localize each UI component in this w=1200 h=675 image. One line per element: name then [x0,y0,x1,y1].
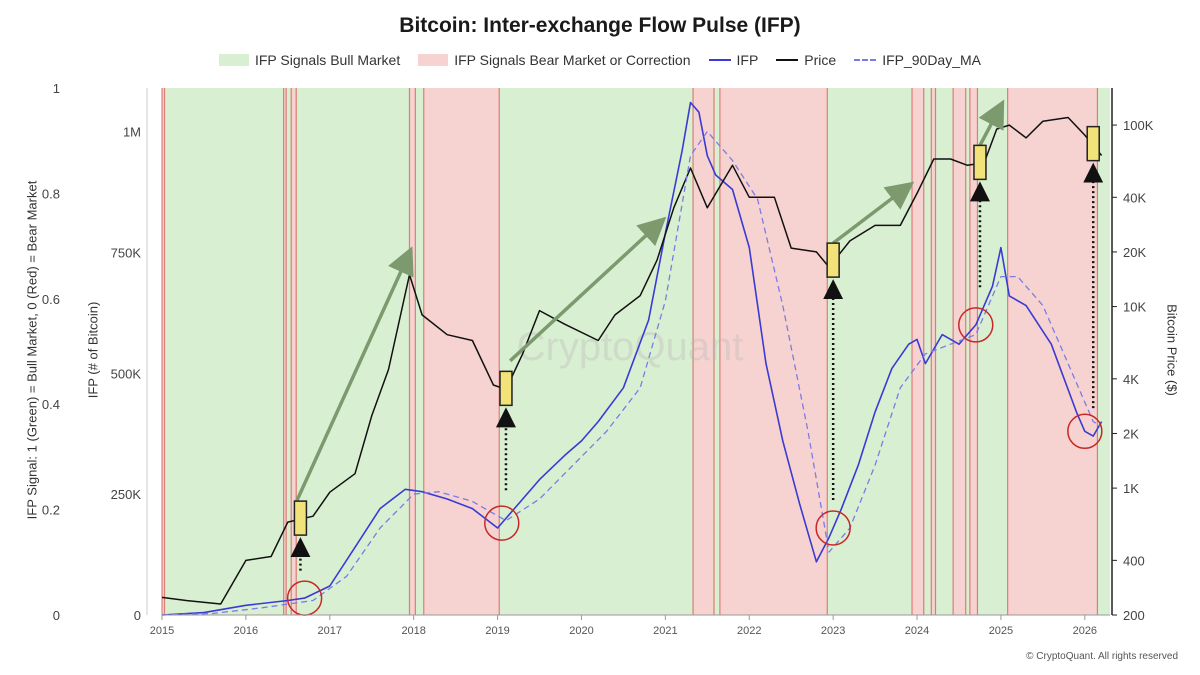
legend-label-bull: IFP Signals Bull Market [254,52,401,68]
legend-item-bull[interactable]: IFP Signals Bull Market [218,52,401,68]
ifp-bottom-circle [484,505,520,541]
signal-tick-label: 0 [53,608,60,623]
signal-highlight-box [1086,125,1100,162]
signal-tick-label: 0.2 [42,503,60,518]
signal-tick-label: 0.6 [42,292,60,307]
bear-band [693,88,715,615]
ifp-tick-label: 1M [123,125,141,140]
series-line-ifp-90day-ma [161,130,1102,616]
x-tick-label: 2021 [653,625,677,637]
ifp-tick-label: 250K [111,487,142,502]
price-tick-label: 10K [1123,300,1146,315]
bull-band-background [162,88,1110,615]
trend-arrow [294,246,414,503]
legend-swatch-ifp [708,59,731,61]
bear-band [912,88,924,615]
ifp-tick-label: 500K [111,366,142,381]
x-tick-label: 2017 [318,625,342,637]
bear-band [409,88,416,615]
signal-highlight-box [293,500,308,536]
legend-swatch-price [776,59,799,61]
ifp-tick-label: 0 [134,608,141,623]
x-tick-label: 2023 [821,625,845,637]
x-tick-label: 2022 [737,625,761,637]
signal-tick-label: 0.8 [42,186,60,201]
x-tick-label: 2025 [989,625,1013,637]
signal-tick-label: 0.4 [42,397,60,412]
legend-swatch-bear [418,54,449,66]
legend-item-ma[interactable]: IFP_90Day_MA [854,52,981,68]
ifp-bottom-circle [1067,413,1103,450]
price-tick-label: 200 [1123,608,1145,623]
bear-band [1007,88,1098,615]
signal-bands [161,88,1110,615]
price-tick-label: 1K [1123,481,1139,496]
signal-tick-label: 1 [53,81,60,96]
ifp-tick-label: 750K [111,245,142,260]
ifp-bottom-circle [958,307,994,343]
axes: 2015 2016 2017 2018 2019 2020 2021 2022 2023 2024… [42,81,1154,637]
signal-highlight-box [826,242,840,278]
legend-item-ifp[interactable]: IFP [708,52,759,68]
series-line-ifp [161,101,1103,616]
price-tick-label: 400 [1123,553,1145,568]
price-tick-label: 40K [1123,190,1146,205]
price-tick-label: 20K [1123,245,1146,260]
bear-band [291,88,297,615]
x-tick-label: 2016 [234,625,258,637]
signal-highlight-box [973,144,987,181]
price-tick-label: 4K [1123,372,1139,387]
axis-title-ifp: IFP (# of Bitcoin) [85,301,101,399]
legend-label-ifp: IFP [736,52,759,68]
x-tick-label: 2024 [905,625,929,637]
legend-swatch-bull [218,54,249,66]
axis-title-price: Bitcoin Price ($) [1164,304,1180,396]
x-tick-label: 2019 [485,625,509,637]
trend-arrow [978,99,1005,147]
bear-band [953,88,966,615]
legend-item-price[interactable]: Price [776,52,836,68]
x-tick-label: 2020 [569,625,593,637]
trend-arrow [508,216,667,363]
axis-title-signal: IFP Signal: 1 (Green) = Bull Market, 0 (… [24,180,40,520]
legend-label-ma: IFP_90Day_MA [882,52,982,68]
legend-item-bear[interactable]: IFP Signals Bear Market or Correction [418,52,691,68]
x-tick-label: 2015 [150,625,174,637]
bear-band [969,88,978,615]
bear-band [162,88,165,615]
copyright-footer: © CryptoQuant. All rights reserved [1026,651,1178,662]
chart-title: Bitcoin: Inter-exchange Flow Pulse (IFP) [399,14,801,37]
bear-band [283,88,287,615]
price-tick-label: 2K [1123,426,1139,441]
annotations [286,99,1104,616]
watermark: CryptoQuant [517,325,744,369]
bear-band [423,88,500,615]
ifp-bottom-circle [815,510,851,546]
signal-highlight-box [499,370,513,407]
legend-label-bear: IFP Signals Bear Market or Correction [454,52,691,68]
price-tick-label: 100K [1123,118,1154,133]
x-tick-label: 2026 [1073,625,1097,637]
trend-arrow [832,181,915,245]
legend-label-price: Price [804,52,837,68]
legend-swatch-ma [854,59,877,61]
x-tick-label: 2018 [401,625,425,637]
legend: IFP Signals Bull Market IFP Signals Bear… [0,52,1200,68]
